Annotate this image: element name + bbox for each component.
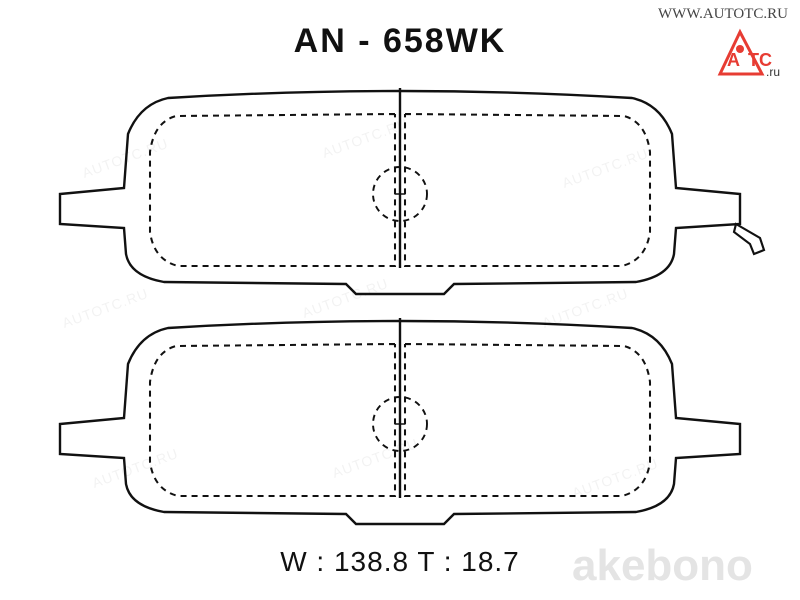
brake-pad-diagram (0, 0, 800, 600)
brand-watermark: akebono (572, 536, 792, 592)
svg-text:akebono: akebono (572, 541, 753, 590)
diagram-canvas: AN - 658WK WWW.AUTOTC.RU A TC .ru W : 13… (0, 0, 800, 600)
